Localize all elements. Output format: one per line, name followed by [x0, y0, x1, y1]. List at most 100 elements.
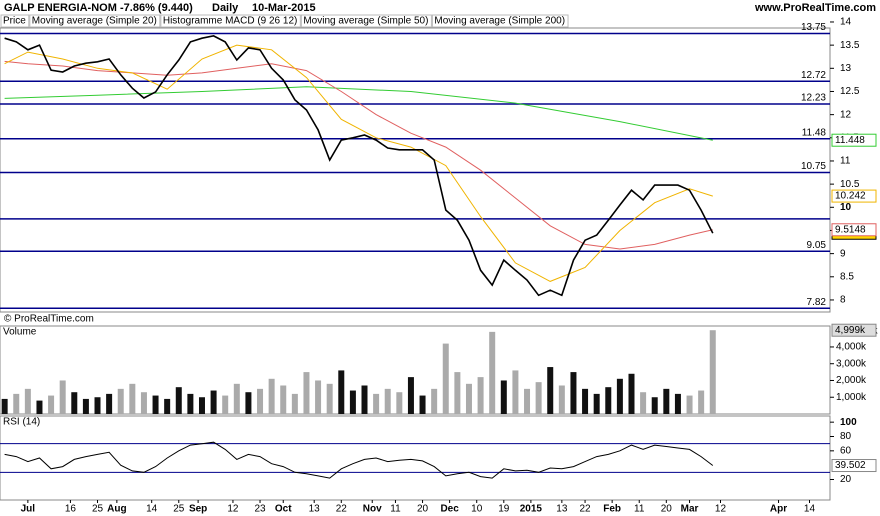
y-tick-label: 11: [840, 156, 851, 167]
volume-panel: [0, 325, 831, 415]
volume-bar: [396, 392, 403, 414]
volume-bar: [268, 378, 275, 414]
volume-bar: [198, 397, 205, 414]
volume-bar: [187, 393, 194, 414]
moving-average: [4, 44, 713, 282]
legend-box: [300, 14, 432, 28]
x-tick-label: 10: [471, 504, 483, 515]
legend-box: [29, 14, 161, 28]
y-tick-label: 20: [840, 474, 852, 485]
volume-bar: [709, 330, 716, 414]
legend-box: [160, 14, 301, 28]
volume-bar: [651, 397, 658, 414]
volume-bar: [361, 385, 368, 414]
x-tick-label: 12: [227, 504, 239, 515]
volume-bar: [431, 388, 438, 414]
last-value-label: 4,999k: [835, 325, 866, 336]
level-label: 10.75: [801, 161, 826, 172]
volume-bar: [477, 377, 484, 414]
y-tick-label: 8.5: [840, 271, 854, 282]
y-tick-label: 12.5: [840, 86, 860, 97]
volume-bar: [140, 392, 147, 414]
y-tick-label: 14: [840, 17, 852, 28]
x-tick-label: 2015: [520, 504, 543, 515]
volume-bar: [233, 383, 240, 414]
volume-bar: [326, 383, 333, 414]
volume-bar: [1, 398, 8, 414]
volume-bar: [582, 388, 589, 414]
last-value-box: [831, 223, 877, 237]
y-tick-label: 13.5: [840, 40, 860, 51]
x-tick-label: 13: [309, 504, 321, 515]
volume-bar: [558, 385, 565, 414]
last-value-box: [831, 323, 877, 337]
legend-label: Moving average (Simple 50): [303, 16, 428, 27]
level-label: 13.75: [801, 22, 826, 33]
volume-bar: [524, 388, 531, 414]
volume-bar: [24, 388, 31, 414]
x-tick-label: Aug: [107, 504, 126, 515]
volume-bar: [547, 367, 554, 414]
volume-bar: [106, 393, 113, 414]
x-tick-label: 22: [336, 504, 348, 515]
y-tick-label: 8: [840, 295, 846, 306]
level-label: 12.23: [801, 93, 826, 104]
x-tick-label: 20: [417, 504, 429, 515]
y-tick-label: 13: [840, 63, 852, 74]
y-tick-label: 1,000k: [836, 392, 867, 403]
x-tick-label: 12: [715, 504, 727, 515]
volume-bar: [489, 331, 496, 414]
volume-bar: [616, 378, 623, 414]
volume-bar: [605, 387, 612, 414]
volume-bar: [640, 392, 647, 414]
volume-bar: [36, 400, 43, 414]
volume-bar: [222, 395, 229, 414]
volume-bar: [349, 390, 356, 414]
volume-bar: [454, 372, 461, 414]
volume-bar: [48, 395, 55, 414]
volume-bar: [82, 398, 89, 414]
level-label: 7.82: [807, 297, 827, 308]
x-tick-label: 14: [146, 504, 158, 515]
x-tick-label: Sep: [189, 504, 207, 515]
volume-bar: [291, 393, 298, 414]
x-tick-label: 25: [92, 504, 104, 515]
y-tick-label: 10: [840, 202, 852, 213]
volume-bar: [175, 387, 182, 414]
y-tick-label: 60: [840, 445, 852, 456]
volume-bar: [663, 388, 670, 414]
volume-bar: [280, 385, 287, 414]
volume-bar: [129, 383, 136, 414]
volume-bar: [686, 395, 693, 414]
change: -7.86% (9.440): [120, 2, 193, 14]
volume-bar: [628, 373, 635, 414]
volume-bar: [674, 393, 681, 414]
price-line: [4, 35, 714, 297]
y-tick-label: 3,000k: [836, 358, 867, 369]
x-tick-label: Apr: [770, 504, 787, 515]
last-value-label: 9.5148: [835, 224, 866, 235]
volume-bar: [419, 395, 426, 414]
x-tick-label: Oct: [275, 504, 292, 515]
volume-bar: [164, 398, 171, 414]
last-value-box: [831, 189, 877, 203]
x-tick-label: Mar: [681, 504, 699, 515]
x-tick-label: 19: [498, 504, 510, 515]
volume-bar: [384, 388, 391, 414]
x-tick-label: 16: [65, 504, 77, 515]
rsi-title: RSI (14): [3, 417, 40, 428]
volume-bar: [245, 392, 252, 414]
legend: Price Moving average (Simple 20) Histogram…: [0, 14, 569, 28]
last-value-box: [831, 459, 877, 473]
rsi-panel: [0, 415, 831, 501]
y-tick-label: 9: [840, 248, 846, 259]
volume-bar: [535, 382, 542, 414]
moving-average: [4, 86, 713, 141]
volume-bar: [303, 372, 310, 414]
x-tick-label: 20: [661, 504, 673, 515]
volume-title: Volume: [3, 327, 37, 338]
legend-label: Histogramme MACD (9 26 12): [163, 16, 297, 27]
level-label: 11.48: [802, 127, 827, 138]
